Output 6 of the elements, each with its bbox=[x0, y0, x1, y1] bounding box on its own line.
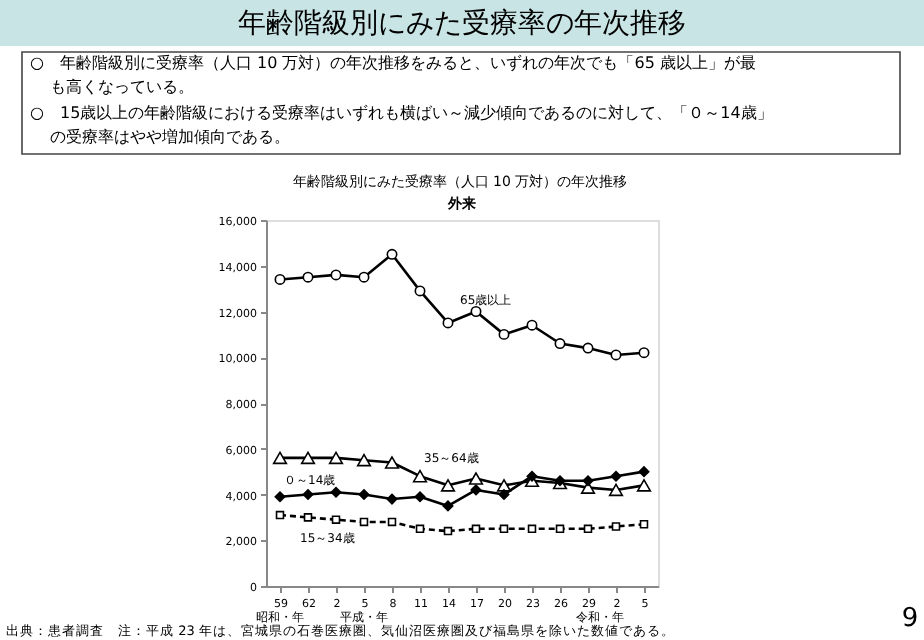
text: ○ 15歳以上の年齢階級における受療率はいずれも横ばい～減少傾向であるのに対して、「０～14歳」 bbox=[30, 104, 773, 122]
text: 9 bbox=[901, 604, 919, 634]
text: ○ 年齢階級別に受療率（人口 10 万対）の年次推移をみると、いずれの年次でも「65 歳以上」が最 bbox=[30, 54, 756, 72]
text: の受療率はやや増加傾向である。 bbox=[50, 128, 290, 146]
chart-title: 年齢階級別にみた受療率の年次推移 bbox=[238, 8, 686, 40]
text: も高くなっている。 bbox=[50, 78, 194, 96]
